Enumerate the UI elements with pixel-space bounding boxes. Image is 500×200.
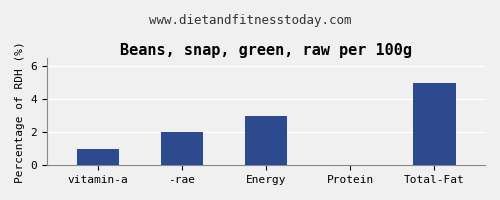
Text: www.dietandfitnesstoday.com: www.dietandfitnesstoday.com [149,14,351,27]
Title: Beans, snap, green, raw per 100g: Beans, snap, green, raw per 100g [120,43,412,58]
Bar [414,83,456,165]
Bar [245,116,287,165]
Y-axis label: Percentage of RDH (%): Percentage of RDH (%) [15,41,25,183]
Bar [76,149,118,165]
Bar [160,132,203,165]
